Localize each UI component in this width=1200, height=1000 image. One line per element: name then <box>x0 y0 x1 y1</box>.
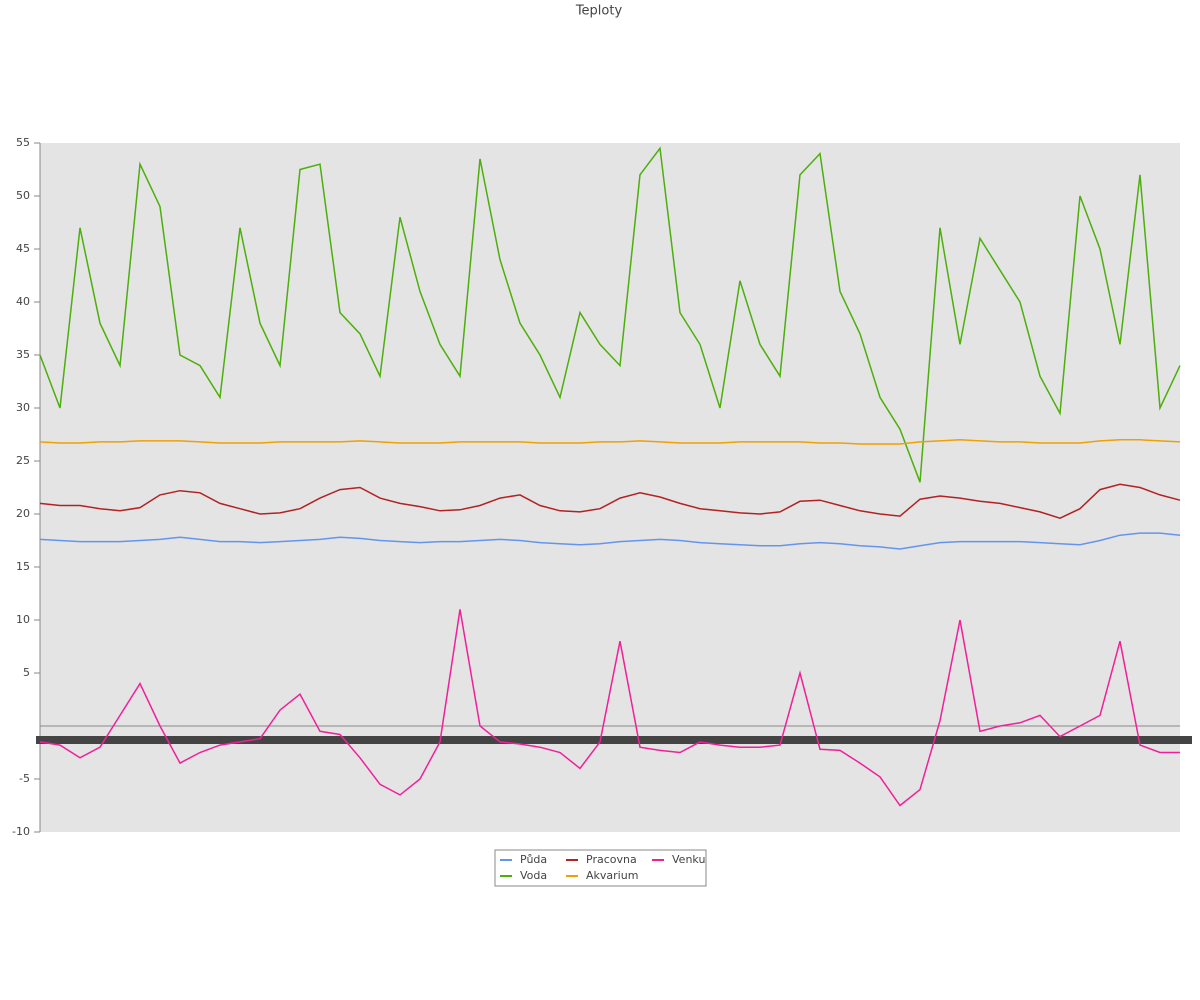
x-tick-label-band <box>36 736 1192 744</box>
y-tick-label: 25 <box>16 454 30 467</box>
series-line <box>39 532 1181 550</box>
y-tick-label: 40 <box>16 295 30 308</box>
series-line <box>39 146 1181 483</box>
y-tick-label: 35 <box>16 348 30 361</box>
legend-label: Venku <box>672 853 705 866</box>
legend-label: Voda <box>520 869 547 882</box>
y-tick-label: 45 <box>16 242 30 255</box>
series-line <box>39 609 1180 807</box>
y-tick-label: 15 <box>16 560 30 573</box>
y-tick-label: 20 <box>16 507 30 520</box>
y-tick-label: -5 <box>19 772 30 785</box>
y-tick-label: -10 <box>12 825 30 838</box>
y-tick-label: 30 <box>16 401 30 414</box>
series-line <box>39 439 1181 445</box>
chart-title: Teploty <box>575 4 623 19</box>
legend-label: Pracovna <box>586 853 637 866</box>
y-tick-label: 5 <box>23 666 30 679</box>
plot-area <box>40 143 1180 832</box>
legend-box <box>494 849 707 887</box>
legend-label: Půda <box>520 853 547 866</box>
series-line <box>39 483 1181 520</box>
y-tick-label: 10 <box>16 613 30 626</box>
y-tick-label: 50 <box>16 189 30 202</box>
y-tick-label: 55 <box>16 136 30 149</box>
legend-label: Akvarium <box>586 869 638 882</box>
